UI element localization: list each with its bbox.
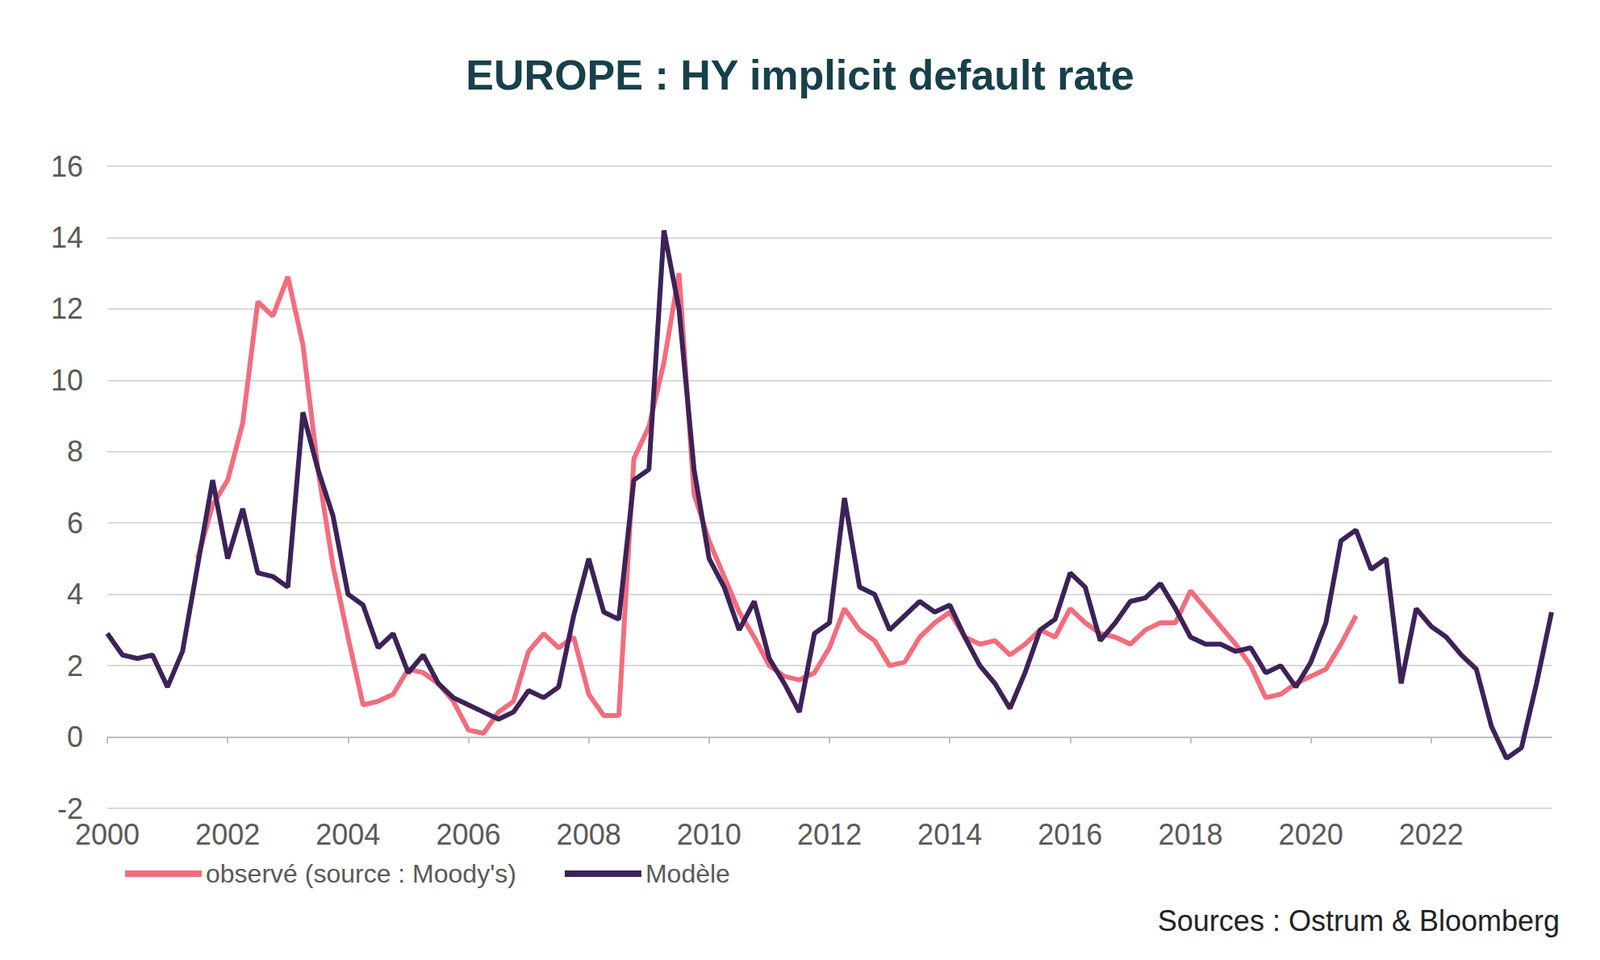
svg-text:-2: -2 (57, 791, 84, 826)
svg-text:16: 16 (50, 150, 84, 184)
svg-text:2010: 2010 (676, 818, 742, 852)
svg-text:Sources : Ostrum & Bloomberg: Sources : Ostrum & Bloomberg (1157, 904, 1560, 938)
svg-text:12: 12 (50, 292, 84, 326)
svg-text:2020: 2020 (1278, 818, 1344, 852)
svg-text:14: 14 (50, 221, 84, 255)
svg-text:2012: 2012 (797, 818, 862, 852)
svg-text:2000: 2000 (75, 818, 140, 852)
svg-text:0: 0 (66, 720, 84, 754)
svg-text:2004: 2004 (315, 818, 381, 852)
svg-text:8: 8 (66, 434, 84, 468)
svg-text:2014: 2014 (917, 818, 982, 852)
svg-text:2006: 2006 (435, 818, 501, 852)
svg-text:observé (source : Moody's): observé (source : Moody's) (205, 859, 517, 889)
svg-text:2002: 2002 (195, 818, 260, 852)
svg-text:Modèle: Modèle (645, 859, 731, 889)
svg-text:10: 10 (50, 363, 84, 397)
svg-text:2018: 2018 (1157, 818, 1223, 852)
svg-text:2022: 2022 (1399, 818, 1464, 852)
svg-text:EUROPE : HY implicit default r: EUROPE : HY implicit default rate (465, 51, 1134, 99)
svg-text:2: 2 (66, 649, 84, 683)
svg-text:2008: 2008 (556, 818, 622, 852)
svg-text:6: 6 (66, 506, 84, 540)
svg-text:4: 4 (66, 577, 84, 611)
svg-text:2016: 2016 (1037, 818, 1103, 852)
